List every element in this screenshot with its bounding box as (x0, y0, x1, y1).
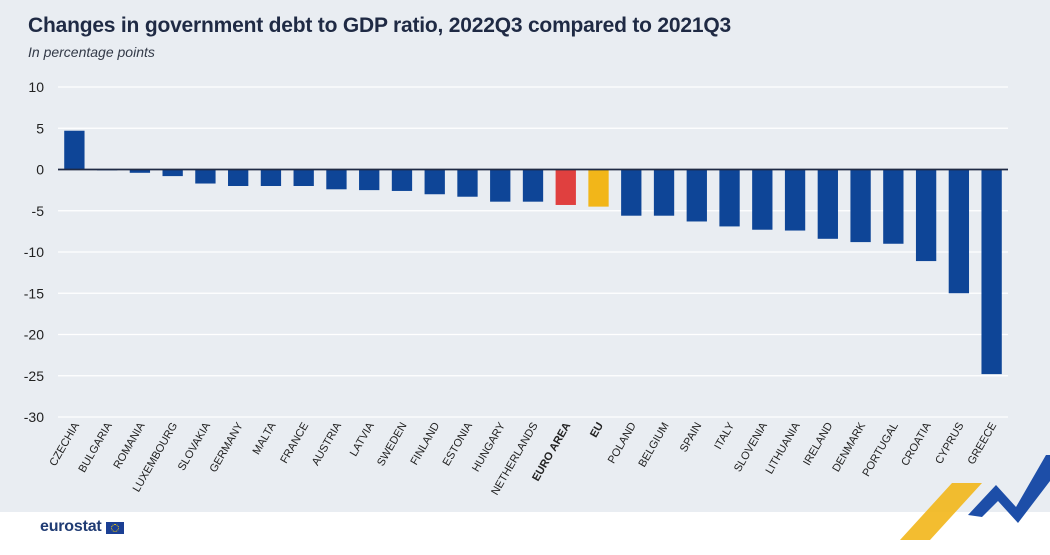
bar-slovakia (195, 169, 216, 184)
x-tick-label: SLOVAKIA (176, 420, 214, 473)
y-tick-label: -5 (32, 203, 45, 219)
y-tick-label: -25 (24, 368, 44, 384)
chart-title: Changes in government debt to GDP ratio,… (28, 14, 731, 37)
x-tick-label: GERMANY (208, 420, 247, 475)
gridlines (58, 86, 1008, 418)
bar-romania (129, 169, 151, 173)
bar-greece (981, 169, 1002, 375)
y-tick-label: -30 (24, 409, 44, 425)
logo-text: eurostat (40, 518, 102, 535)
x-tick-label: BELGIUM (636, 421, 671, 470)
bar-estonia (457, 169, 478, 197)
x-tick-label: ESTONIA (441, 420, 476, 468)
x-tick-label: IRELAND (801, 420, 835, 467)
x-tick-label: FRANCE (278, 421, 311, 466)
y-tick-label: -20 (24, 327, 44, 343)
bar-sweden (391, 169, 413, 191)
bar-cyprus (948, 169, 970, 294)
y-tick-label: -10 (24, 244, 44, 260)
y-tick-label: -15 (24, 285, 44, 301)
bar-spain (686, 169, 707, 222)
eurostat-corner-decoration (900, 455, 1050, 540)
y-tick-label: 0 (36, 162, 44, 178)
bar-portugal (883, 169, 904, 244)
x-tick-label: POLAND (606, 420, 639, 465)
y-tick-label: 5 (36, 120, 44, 136)
bar-germany (228, 169, 249, 186)
x-tick-label: FINLAND (408, 420, 442, 467)
bar-luxembourg (162, 169, 183, 177)
x-tick-label: EU (588, 420, 606, 439)
bar-netherlands (522, 169, 544, 202)
y-axis-ticks: 10 5 0 -5 -10 -15 -20 -25 -30 (24, 79, 44, 425)
x-tick-label: SLOVENIA (732, 420, 770, 474)
x-tick-label: MALTA (251, 420, 279, 457)
x-tick-label: LATVIA (348, 420, 377, 459)
bar-lithuania (784, 169, 806, 231)
bar-belgium (653, 169, 675, 216)
y-tick-label: 10 (28, 79, 44, 95)
bar-austria (326, 169, 347, 190)
x-axis-labels: CZECHIABULGARIAROMANIALUXEMBOURGSLOVAKIA… (47, 420, 999, 498)
x-tick-label: SPAIN (678, 420, 705, 454)
bar-slovenia (752, 169, 773, 230)
bar-latvia (359, 169, 380, 191)
decor-blue-chevron (968, 455, 1050, 523)
bars (64, 130, 1002, 375)
bar-finland (424, 169, 445, 195)
chart-subtitle: In percentage points (28, 44, 155, 60)
bar-eu (588, 169, 609, 207)
bar-euro-area (555, 169, 576, 205)
bar-hungary (490, 169, 511, 202)
x-tick-label: DENMARK (830, 420, 868, 474)
bar-ireland (817, 169, 838, 239)
bar-malta (260, 169, 282, 186)
x-tick-label: AUSTRIA (310, 420, 345, 468)
eu-flag-icon (105, 522, 124, 534)
bar-italy (719, 169, 740, 227)
decor-yellow-chevron (900, 483, 982, 540)
bar-poland (621, 169, 642, 216)
x-tick-label: BULGARIA (77, 420, 116, 475)
eurostat-logo: eurostat (40, 518, 124, 536)
x-tick-label: SWEDEN (375, 420, 410, 468)
bar-chart: 10 5 0 -5 -10 -15 -20 -25 -30 CZECHIABULGARIAROM… (24, 79, 1008, 498)
x-tick-label: HUNGARY (470, 420, 508, 474)
x-tick-label: CZECHIA (47, 420, 82, 468)
chart-panel (0, 0, 1050, 512)
bar-denmark (850, 169, 871, 243)
bar-czechia (64, 130, 85, 170)
x-tick-label: ITALY (712, 420, 737, 452)
x-tick-label: LITHUANIA (764, 420, 803, 476)
bar-croatia (915, 169, 937, 262)
x-tick-label: ROMANIA (111, 420, 147, 471)
bar-france (293, 169, 314, 186)
